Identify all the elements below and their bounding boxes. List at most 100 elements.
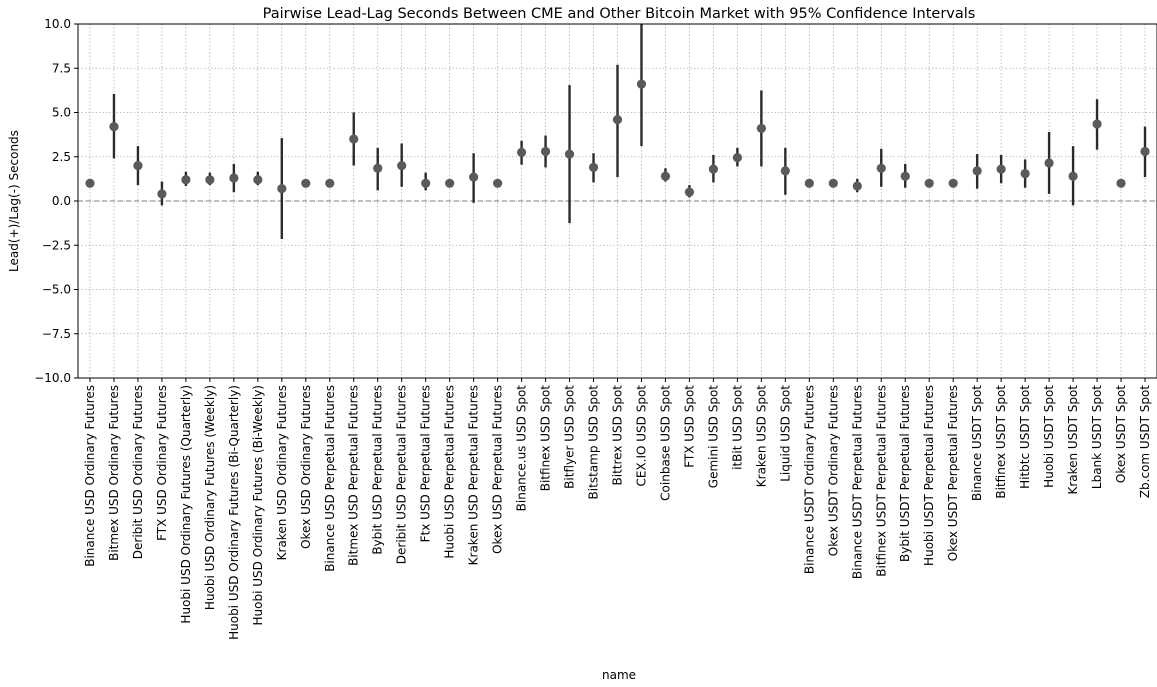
point-estimate <box>828 178 838 188</box>
x-tick-label: Bitmex USD Ordinary Futures <box>107 385 121 561</box>
y-tick-label: −7.5 <box>42 327 71 341</box>
x-axis-label: name <box>602 668 636 682</box>
y-tick-label: −2.5 <box>42 238 71 252</box>
x-tick-label: Liquid USD Spot <box>778 385 792 482</box>
point-estimate <box>109 122 119 132</box>
x-tick-label: Huobi USD Ordinary Futures (Quarterly) <box>179 385 193 624</box>
x-tick-label: Binance USDT Ordinary Futures <box>802 385 816 574</box>
point-estimate <box>588 162 599 172</box>
point-estimate <box>924 178 934 188</box>
x-tick-label: Bitfinex USDT Spot <box>994 385 1008 499</box>
point-estimate <box>708 164 719 174</box>
point-estimate <box>1116 178 1126 188</box>
point-estimate <box>852 181 862 191</box>
point-estimate <box>1020 168 1030 179</box>
x-tick-label: Kraken USDT Spot <box>1066 385 1080 495</box>
x-tick-label: CEX.IO USD Spot <box>634 385 648 487</box>
x-tick-label: Lbank USDT Spot <box>1090 385 1104 489</box>
x-tick-label: Bitmex USD Perpetual Futures <box>347 385 361 566</box>
x-tick-label: Huobi USD Perpetual Futures <box>443 385 457 559</box>
x-tick-label: Huobi USD Ordinary Futures (Bi-Weekly) <box>251 385 265 626</box>
x-tick-label: FTX USD Ordinary Futures <box>155 385 169 541</box>
point-estimate <box>876 163 886 173</box>
x-tick-label: Bitfinex USDT Perpetual Futures <box>874 385 888 577</box>
x-tick-label: Okex USD Perpetual Futures <box>491 385 505 554</box>
x-tick-label: Bitflyer USD Spot <box>563 385 577 489</box>
point-estimate <box>948 178 958 188</box>
point-estimate <box>684 187 695 197</box>
x-tick-label: Okex USDT Perpetual Futures <box>946 385 960 561</box>
point-estimate <box>732 153 742 163</box>
point-estimate <box>325 178 335 188</box>
point-estimate <box>181 175 191 185</box>
x-tick-label: Coinbase USD Spot <box>658 385 672 501</box>
x-tick-label: FTX USD Spot <box>682 385 696 468</box>
x-tick-label: Deribit USD Ordinary Futures <box>131 385 145 559</box>
y-tick-label: 10.0 <box>44 17 71 31</box>
point-estimate <box>421 178 431 188</box>
point-estimate <box>253 175 263 185</box>
x-tick-label: Bybit USDT Perpetual Futures <box>898 385 912 562</box>
y-tick-label: 7.5 <box>52 61 71 75</box>
y-tick-label: −10.0 <box>34 371 71 385</box>
point-estimate <box>780 166 790 176</box>
chart-title: Pairwise Lead-Lag Seconds Between CME an… <box>263 6 976 22</box>
point-estimate <box>1140 146 1150 157</box>
x-tick-label: Bybit USD Perpetual Futures <box>371 385 385 555</box>
point-estimate <box>540 146 551 157</box>
point-estimate <box>564 149 575 159</box>
point-estimate <box>493 178 503 188</box>
x-tick-label: Hitbtc USDT Spot <box>1018 385 1032 489</box>
x-tick-label: Bitfinex USD Spot <box>539 385 553 492</box>
point-estimate <box>516 147 527 157</box>
data-marks <box>85 24 1150 240</box>
point-estimate <box>972 166 982 176</box>
x-tick-label: Deribit USD Perpetual Futures <box>395 385 409 564</box>
x-tick-label: Huobi USD Ordinary Futures (Weekly) <box>203 385 217 610</box>
x-tick-label: Okex USD Ordinary Futures <box>299 385 313 549</box>
x-tick-label: Huobi USDT Perpetual Futures <box>922 385 936 566</box>
x-tick-label: Binance USDT Perpetual Futures <box>850 385 864 579</box>
point-estimate <box>301 178 311 188</box>
x-tick-label: Kraken USD Spot <box>754 385 768 488</box>
point-estimate <box>756 123 766 134</box>
point-estimate <box>612 114 623 125</box>
point-estimate <box>996 164 1006 174</box>
x-tick-label: Bittrex USD Spot <box>611 385 625 486</box>
x-tick-label: Huobi USDT Spot <box>1042 385 1056 488</box>
y-tick-label: 5.0 <box>52 106 71 120</box>
x-tick-label: itBit USD Spot <box>730 385 744 470</box>
point-estimate <box>900 171 910 181</box>
y-tick-label: 2.5 <box>52 150 71 164</box>
point-estimate <box>373 163 383 173</box>
point-estimate <box>349 134 359 144</box>
point-estimate <box>205 175 215 185</box>
point-estimate <box>157 189 167 199</box>
y-tick-label: 0.0 <box>52 194 71 208</box>
point-estimate <box>804 178 814 188</box>
x-tick-label: Ftx USD Perpetual Futures <box>419 385 433 542</box>
x-tick-label: Gemini USD Spot <box>706 385 720 488</box>
point-estimate <box>1068 171 1078 181</box>
point-estimate <box>469 172 479 182</box>
plot-frame <box>77 23 1157 379</box>
x-tick-label: Binance USD Perpetual Futures <box>323 385 337 572</box>
point-estimate <box>229 173 239 183</box>
x-tick-label: Binance USDT Spot <box>970 385 984 501</box>
x-tick-label: Huobi USD Ordinary Futures (Bi-Quarterly… <box>227 385 241 640</box>
point-estimate <box>277 184 287 194</box>
x-tick-label: Okex USDT Spot <box>1114 385 1128 483</box>
x-tick-label: Binance.us USD Spot <box>515 385 529 512</box>
x-tick-label: Kraken USD Ordinary Futures <box>275 385 289 560</box>
y-tick-label: −5.0 <box>42 283 71 297</box>
point-estimate <box>1092 119 1102 129</box>
x-tick-label: Bitstamp USD Spot <box>587 385 601 500</box>
x-tick-label: Zb.com USDT Spot <box>1138 385 1152 498</box>
point-estimate <box>85 178 95 188</box>
x-tick-label: Okex USDT Ordinary Futures <box>826 385 840 556</box>
point-estimate <box>445 178 455 188</box>
point-estimate <box>636 79 647 89</box>
x-tick-label: Kraken USD Perpetual Futures <box>467 385 481 565</box>
x-tick-label: Binance USD Ordinary Futures <box>83 385 97 567</box>
